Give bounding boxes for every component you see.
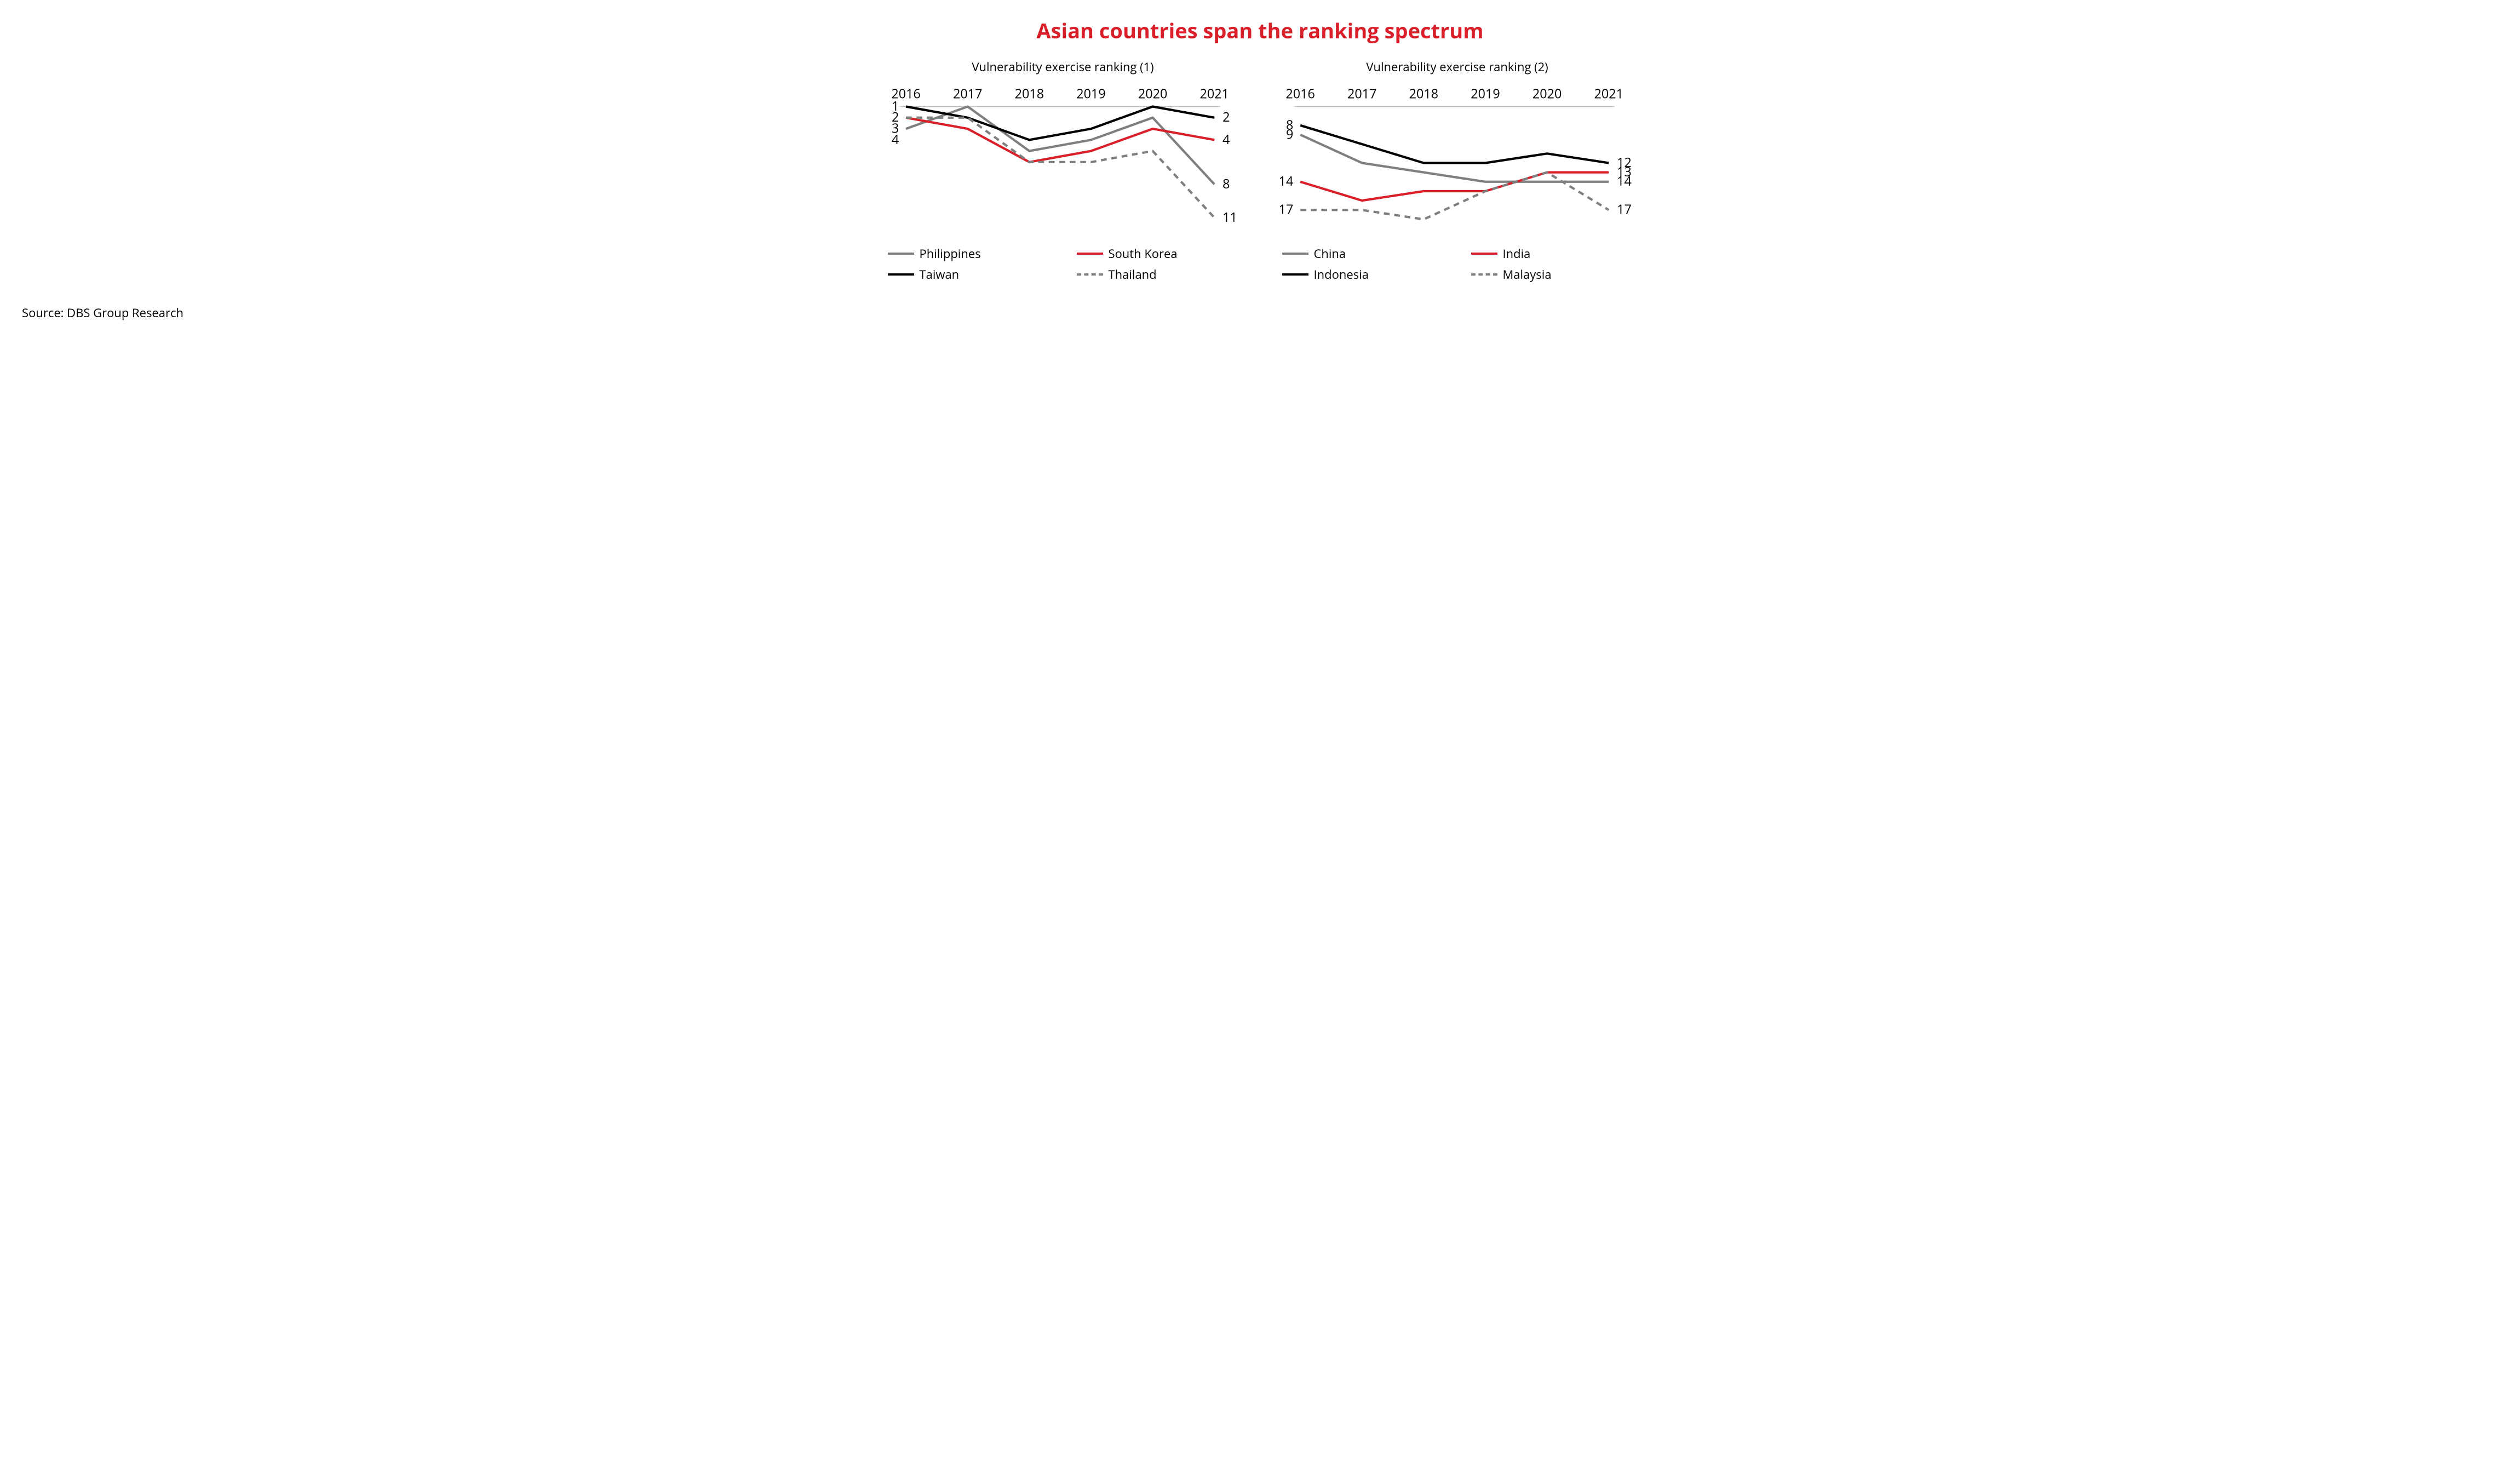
legend-label: South Korea [1109, 245, 1178, 262]
x-tick-label: 2017 [953, 85, 982, 102]
y-tick-label-right: 11 [1222, 208, 1237, 226]
legend-item-indonesia: Indonesia [1282, 266, 1455, 283]
chart1-title: Vulnerability exercise ranking (1) [877, 59, 1249, 75]
y-tick-label-left: 9 [1286, 125, 1293, 142]
y-tick-label-right: 8 [1222, 175, 1230, 192]
y-tick-label-right: 4 [1222, 130, 1230, 148]
legend-item-taiwan: Taiwan [888, 266, 1060, 283]
chart-panel-2: Vulnerability exercise ranking (2) 2016 2… [1271, 59, 1644, 283]
legend-swatch [888, 273, 914, 276]
legend-swatch [1077, 253, 1103, 255]
y-tick-label-right: 2 [1222, 108, 1230, 125]
legend-label: India [1503, 245, 1531, 262]
y-tick-label-right: 17 [1617, 200, 1632, 218]
legend-item-malaysia: Malaysia [1471, 266, 1644, 283]
legend-label: Malaysia [1503, 266, 1552, 283]
source-text: Source: DBS Group Research [22, 305, 2498, 321]
legend-item-thailand: Thailand [1077, 266, 1249, 283]
x-tick-label: 2019 [1076, 85, 1105, 102]
legend-swatch [1282, 273, 1308, 276]
legend-label: Taiwan [920, 266, 960, 283]
x-tick-label: 2021 [1594, 85, 1623, 102]
x-tick-label: 2020 [1138, 85, 1167, 102]
chart2-title: Vulnerability exercise ranking (2) [1271, 59, 1644, 75]
x-tick-label: 2019 [1471, 85, 1500, 102]
legend-swatch [1077, 273, 1103, 276]
x-tick-label: 2017 [1347, 85, 1376, 102]
legend-swatch [888, 253, 914, 255]
x-tick-label: 2020 [1532, 85, 1561, 102]
series-line-south-korea [906, 118, 1214, 162]
series-line-china [1300, 135, 1609, 182]
y-tick-label-right: 14 [1617, 172, 1632, 190]
chart1-legend: Philippines South Korea Taiwan Thailand [877, 245, 1249, 283]
legend-label: Thailand [1109, 266, 1157, 283]
y-tick-label-left: 14 [1278, 172, 1293, 190]
legend-item-china: China [1282, 245, 1455, 262]
y-tick-label-left: 4 [892, 130, 899, 148]
page-title: Asian countries span the ranking spectru… [22, 16, 2498, 45]
x-tick-label: 2018 [1014, 85, 1043, 102]
charts-row: Vulnerability exercise ranking (1) 2016 2… [22, 59, 2498, 283]
legend-label: Indonesia [1314, 266, 1369, 283]
legend-item-philippines: Philippines [888, 245, 1060, 262]
legend-swatch [1471, 253, 1497, 255]
legend-swatch [1282, 253, 1308, 255]
series-line-indonesia [1300, 125, 1609, 163]
x-tick-label: 2021 [1199, 85, 1229, 102]
x-tick-label: 2018 [1409, 85, 1438, 102]
legend-item-south-korea: South Korea [1077, 245, 1249, 262]
chart-panel-1: Vulnerability exercise ranking (1) 20162… [877, 59, 1249, 283]
y-tick-label-left: 17 [1278, 200, 1293, 218]
x-tick-label: 2016 [1285, 85, 1314, 102]
chart2-svg: 20162017201820192020202189141712131417 [1271, 83, 1644, 234]
legend-label: Philippines [920, 245, 981, 262]
chart2-legend: China India Indonesia Malaysia [1271, 245, 1644, 283]
chart1-svg: 201620172018201920202021123424811 [877, 83, 1249, 234]
legend-swatch [1471, 273, 1497, 276]
legend-label: China [1314, 245, 1346, 262]
legend-item-india: India [1471, 245, 1644, 262]
